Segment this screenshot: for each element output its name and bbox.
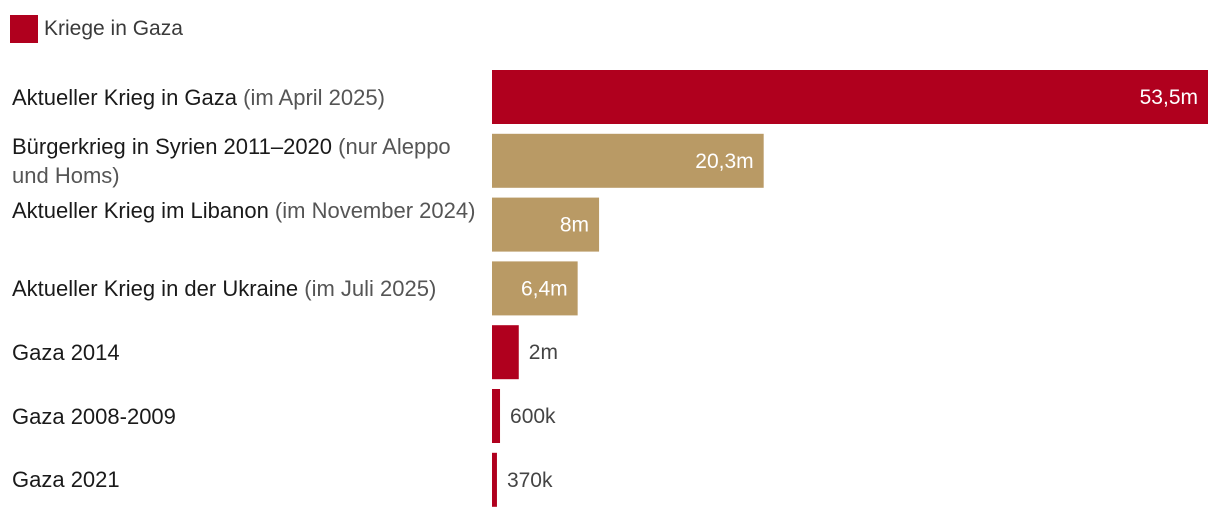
bar: [492, 261, 578, 316]
category-label-note: (im November 2024): [268, 197, 476, 223]
category-label-main: Aktueller Krieg im Libanon: [12, 197, 269, 223]
category-label: Aktueller Krieg in Gaza (im April 2025): [12, 83, 484, 112]
category-label-main: Bürgerkrieg in Syrien 2011–2020: [12, 133, 333, 159]
bar: [492, 389, 501, 443]
value-label: 6,4m: [521, 277, 568, 300]
category-label-note: (im April 2025): [237, 84, 385, 110]
value-label: 2m: [529, 341, 558, 364]
value-label: 53,5m: [1140, 86, 1198, 109]
category-label: Gaza 2014: [12, 338, 484, 367]
value-label: 370k: [507, 469, 553, 492]
category-label-main: Gaza 2021: [12, 467, 120, 493]
category-label: Gaza 2021: [12, 465, 484, 494]
category-label: Aktueller Krieg im Libanon (im November …: [12, 196, 484, 225]
legend-swatch-gaza: [10, 15, 38, 43]
bar: [492, 197, 600, 252]
value-label: 20,3m: [695, 150, 753, 173]
category-label-main: Gaza 2014: [12, 339, 120, 365]
value-label: 600k: [510, 405, 556, 428]
category-label-main: Aktueller Krieg in der Ukraine: [12, 275, 299, 301]
bar: [492, 452, 497, 507]
value-label: 8m: [560, 214, 589, 237]
category-label: Bürgerkrieg in Syrien 2011–2020 (nur Ale…: [12, 132, 484, 190]
legend-label-gaza: Kriege in Gaza: [44, 17, 183, 40]
bar: [492, 325, 519, 380]
category-label-main: Gaza 2008-2009: [12, 403, 176, 429]
category-label: Gaza 2008-2009: [12, 402, 484, 431]
bar: [492, 70, 1208, 124]
category-label-main: Aktueller Krieg in Gaza: [12, 84, 237, 110]
chart-legend: Kriege in Gaza: [10, 14, 183, 44]
category-label: Aktueller Krieg in der Ukraine (im Juli …: [12, 274, 484, 303]
category-label-note: (im Juli 2025): [298, 275, 437, 301]
bar: [492, 133, 764, 188]
category-label-note: (nur Aleppo und Homs): [12, 133, 451, 188]
